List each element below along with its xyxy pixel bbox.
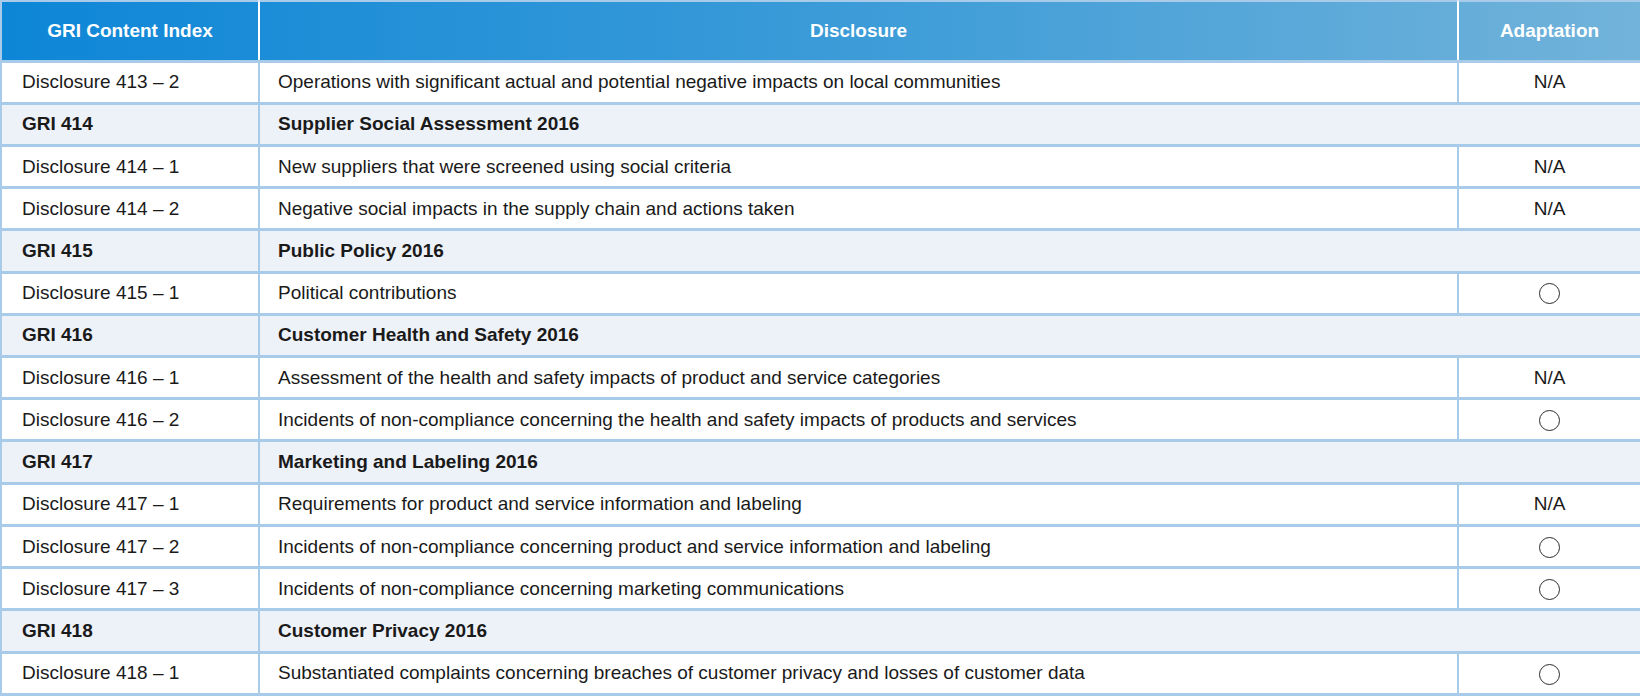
adaptation-circle-icon xyxy=(1539,283,1560,304)
disclosure-id-cell: Disclosure 416 – 2 xyxy=(1,399,259,441)
disclosure-description-cell: Substantiated complaints concerning brea… xyxy=(259,652,1458,694)
adaptation-cell xyxy=(1458,652,1640,694)
disclosure-description-cell: Requirements for product and service inf… xyxy=(259,483,1458,525)
section-row: GRI 417 Marketing and Labeling 2016 xyxy=(1,441,1640,483)
table-header: GRI Content Index Disclosure Adaptation xyxy=(1,1,1640,61)
disclosure-description-cell: Political contributions xyxy=(259,272,1458,314)
table-row: Disclosure 417 – 2 Incidents of non-comp… xyxy=(1,525,1640,567)
table-row: Disclosure 417 – 3 Incidents of non-comp… xyxy=(1,568,1640,610)
table-row: Disclosure 416 – 1 Assessment of the hea… xyxy=(1,357,1640,399)
header-row: GRI Content Index Disclosure Adaptation xyxy=(1,1,1640,61)
section-title-cell: Marketing and Labeling 2016 xyxy=(259,441,1640,483)
disclosure-description-cell: Incidents of non-compliance concerning p… xyxy=(259,525,1458,567)
disclosure-id-cell: Disclosure 414 – 2 xyxy=(1,188,259,230)
section-code-cell: GRI 415 xyxy=(1,230,259,272)
disclosure-description-cell: Incidents of non-compliance concerning m… xyxy=(259,568,1458,610)
gri-content-index-table: GRI Content Index Disclosure Adaptation … xyxy=(0,0,1640,696)
disclosure-id-cell: Disclosure 418 – 1 xyxy=(1,652,259,694)
disclosure-id-cell: Disclosure 413 – 2 xyxy=(1,61,259,103)
adaptation-cell xyxy=(1458,568,1640,610)
gri-content-index-table-wrap: GRI Content Index Disclosure Adaptation … xyxy=(0,0,1640,696)
adaptation-cell xyxy=(1458,399,1640,441)
adaptation-circle-icon xyxy=(1539,410,1560,431)
adaptation-circle-icon xyxy=(1539,664,1560,685)
disclosure-id-cell: Disclosure 417 – 2 xyxy=(1,525,259,567)
disclosure-description-cell: Incidents of non-compliance concerning t… xyxy=(259,399,1458,441)
section-title-cell: Supplier Social Assessment 2016 xyxy=(259,103,1640,145)
col-header-gri-content-index: GRI Content Index xyxy=(1,1,259,61)
disclosure-description-cell: Negative social impacts in the supply ch… xyxy=(259,188,1458,230)
disclosure-id-cell: Disclosure 416 – 1 xyxy=(1,357,259,399)
table-row: Disclosure 414 – 1 New suppliers that we… xyxy=(1,145,1640,187)
section-row: GRI 414 Supplier Social Assessment 2016 xyxy=(1,103,1640,145)
col-header-disclosure: Disclosure xyxy=(259,1,1458,61)
disclosure-description-cell: Assessment of the health and safety impa… xyxy=(259,357,1458,399)
table-row: Disclosure 415 – 1 Political contributio… xyxy=(1,272,1640,314)
section-title-cell: Customer Privacy 2016 xyxy=(259,610,1640,652)
adaptation-circle-icon xyxy=(1539,579,1560,600)
adaptation-cell xyxy=(1458,272,1640,314)
table-row: Disclosure 413 – 2 Operations with signi… xyxy=(1,61,1640,103)
section-title-cell: Public Policy 2016 xyxy=(259,230,1640,272)
adaptation-cell: N/A xyxy=(1458,61,1640,103)
adaptation-cell: N/A xyxy=(1458,188,1640,230)
table-row: Disclosure 417 – 1 Requirements for prod… xyxy=(1,483,1640,525)
section-code-cell: GRI 414 xyxy=(1,103,259,145)
section-code-cell: GRI 418 xyxy=(1,610,259,652)
adaptation-circle-icon xyxy=(1539,537,1560,558)
disclosure-id-cell: Disclosure 417 – 3 xyxy=(1,568,259,610)
disclosure-id-cell: Disclosure 414 – 1 xyxy=(1,145,259,187)
section-title-cell: Customer Health and Safety 2016 xyxy=(259,314,1640,356)
adaptation-cell: N/A xyxy=(1458,483,1640,525)
table-row: Disclosure 416 – 2 Incidents of non-comp… xyxy=(1,399,1640,441)
table-row: Disclosure 414 – 2 Negative social impac… xyxy=(1,188,1640,230)
disclosure-description-cell: Operations with significant actual and p… xyxy=(259,61,1458,103)
disclosure-id-cell: Disclosure 415 – 1 xyxy=(1,272,259,314)
section-row: GRI 415 Public Policy 2016 xyxy=(1,230,1640,272)
section-code-cell: GRI 416 xyxy=(1,314,259,356)
disclosure-description-cell: New suppliers that were screened using s… xyxy=(259,145,1458,187)
disclosure-id-cell: Disclosure 417 – 1 xyxy=(1,483,259,525)
section-code-cell: GRI 417 xyxy=(1,441,259,483)
table-body: Disclosure 413 – 2 Operations with signi… xyxy=(1,61,1640,695)
col-header-adaptation: Adaptation xyxy=(1458,1,1640,61)
section-row: GRI 418 Customer Privacy 2016 xyxy=(1,610,1640,652)
adaptation-cell: N/A xyxy=(1458,357,1640,399)
section-row: GRI 416 Customer Health and Safety 2016 xyxy=(1,314,1640,356)
table-row: Disclosure 418 – 1 Substantiated complai… xyxy=(1,652,1640,694)
adaptation-cell: N/A xyxy=(1458,145,1640,187)
adaptation-cell xyxy=(1458,525,1640,567)
